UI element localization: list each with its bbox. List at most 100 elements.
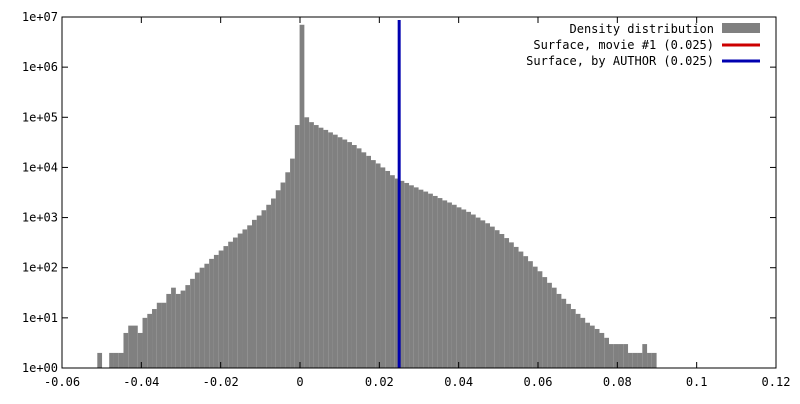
histogram-bar [547, 282, 552, 368]
histogram-bar [280, 182, 286, 368]
histogram-bar [437, 198, 443, 368]
histogram-bar [232, 237, 238, 368]
histogram-bar [566, 303, 571, 368]
histogram-bar [342, 139, 348, 368]
histogram-bar [147, 313, 153, 368]
histogram-bar [137, 332, 143, 368]
histogram-bar [599, 332, 605, 368]
histogram-bar [647, 352, 652, 368]
histogram-bar [585, 322, 590, 368]
histogram-bar [323, 129, 329, 368]
histogram-bar [523, 256, 529, 368]
histogram-bar [247, 225, 252, 368]
y-tick-label: 1e+01 [22, 311, 58, 325]
histogram-bar [285, 172, 291, 368]
histogram-bar [628, 352, 633, 368]
histogram-bar [256, 215, 262, 368]
histogram-bar [480, 220, 486, 368]
histogram-bar [413, 187, 419, 368]
y-tick-label: 1e+07 [22, 10, 58, 24]
histogram-bar [513, 246, 519, 368]
histogram-bar [242, 229, 248, 368]
histogram-bar [128, 325, 133, 368]
histogram-bar [589, 325, 595, 368]
histogram-bar [313, 125, 319, 368]
histogram-bar [180, 290, 186, 368]
histogram-bar [632, 352, 638, 368]
histogram-bar [409, 185, 414, 368]
histogram-bar [461, 209, 467, 368]
histogram-bar [499, 234, 505, 368]
x-tick-label: 0.02 [365, 375, 394, 389]
histogram-bar [651, 352, 657, 368]
histogram-bar [475, 217, 481, 368]
x-tick-label: -0.02 [203, 375, 239, 389]
histogram-bar [318, 127, 324, 368]
histogram-bar [275, 190, 281, 368]
histogram-bar [609, 344, 614, 368]
histogram-bar [404, 182, 410, 368]
x-tick-label: 0.08 [603, 375, 632, 389]
x-tick-label: -0.06 [44, 375, 80, 389]
histogram-bar [375, 163, 381, 368]
histogram-bar [456, 207, 462, 368]
x-tick-label: 0.1 [686, 375, 708, 389]
histogram-bar [175, 293, 181, 368]
y-axis: 1e+00 1e+01 1e+02 1e+03 1e+04 1e+05 1e+06 1e+07 [22, 10, 776, 375]
histogram-bar [613, 344, 619, 368]
histogram-bar [451, 204, 457, 368]
y-tick-label: 1e+06 [22, 60, 58, 74]
histogram-bar [542, 277, 548, 368]
histogram-bar [551, 287, 557, 368]
histogram-bar [351, 145, 357, 368]
histogram-bar [637, 352, 643, 368]
histogram-bar [290, 158, 295, 368]
histogram-bar [118, 352, 124, 368]
histogram-bar [166, 293, 172, 368]
histogram-bar [623, 344, 629, 368]
histogram-bar [109, 352, 114, 368]
histogram-bar [466, 211, 471, 368]
histogram-bar [294, 125, 300, 368]
histogram-bar [594, 328, 600, 368]
histogram-bar [328, 132, 333, 368]
histogram-bar [570, 309, 576, 368]
histogram-bar [204, 263, 210, 368]
histogram-bar [380, 167, 386, 368]
histogram-bar [237, 233, 243, 368]
histogram-bar [509, 242, 514, 368]
histogram-bar [185, 285, 191, 368]
histogram-bar [171, 287, 176, 368]
histogram-bar [428, 193, 433, 368]
histogram-bar [361, 152, 367, 368]
histogram-bar [332, 134, 338, 368]
histogram-bar [580, 317, 586, 368]
histogram-bar [490, 226, 495, 368]
histogram-bar [123, 332, 129, 368]
histogram-bar [423, 191, 429, 368]
histogram-bar [194, 272, 200, 368]
legend-label-density: Density distribution [570, 22, 715, 36]
histogram-bar [113, 352, 119, 368]
histogram-bar [371, 160, 376, 368]
histogram-bar [528, 261, 533, 368]
histogram-bar [271, 198, 276, 368]
x-tick-label: 0.04 [444, 375, 473, 389]
x-tick-label: 0.12 [762, 375, 791, 389]
legend: Density distribution Surface, movie #1 (0… [526, 22, 760, 68]
histogram-bar [399, 180, 405, 368]
histogram-bar [385, 170, 391, 368]
histogram-bar [161, 302, 167, 368]
histogram-bar [470, 214, 476, 368]
y-tick-label: 1e+03 [22, 211, 58, 225]
legend-label-vline-0: Surface, movie #1 (0.025) [533, 38, 714, 52]
histogram-bar [356, 148, 362, 368]
histogram-bar [618, 344, 624, 368]
histogram-bar [556, 293, 562, 368]
histogram-bars [97, 24, 657, 369]
histogram-bar [561, 298, 567, 368]
histogram-bar [366, 155, 371, 368]
histogram-bar [575, 313, 581, 368]
